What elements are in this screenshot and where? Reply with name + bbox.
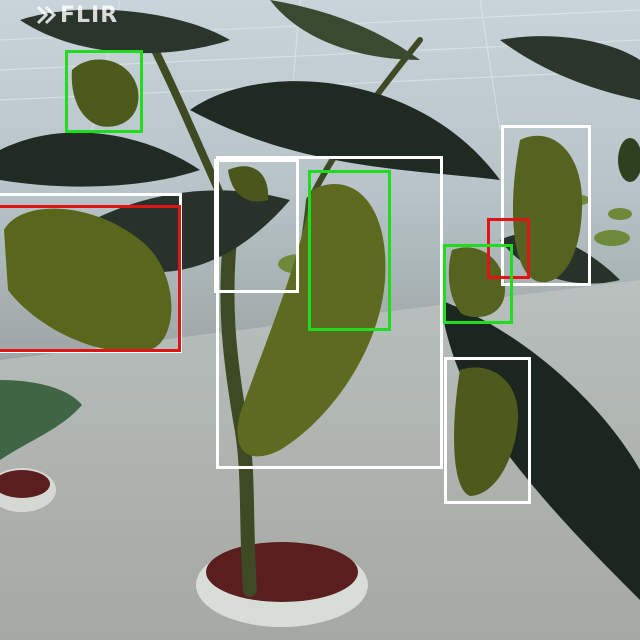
white-box-right-pepper (501, 125, 591, 286)
green-box-top-left-pepper (65, 50, 143, 133)
green-box-center-pepper (308, 170, 391, 331)
flir-logo-icon (36, 5, 57, 25)
peppers (4, 59, 583, 496)
red-box-right-small-pepper (487, 218, 530, 279)
red-box-left-pepper (0, 205, 181, 352)
flir-watermark-text: FLIR (60, 2, 119, 28)
white-box-lower-right-pepper (444, 357, 531, 504)
white-box-upper-center-pepper (214, 159, 299, 293)
flir-watermark: FLIR (36, 2, 118, 28)
white-box-center-pepper-cluster (216, 156, 443, 469)
green-box-right-pepper (443, 244, 513, 324)
pot-soil (206, 542, 358, 602)
